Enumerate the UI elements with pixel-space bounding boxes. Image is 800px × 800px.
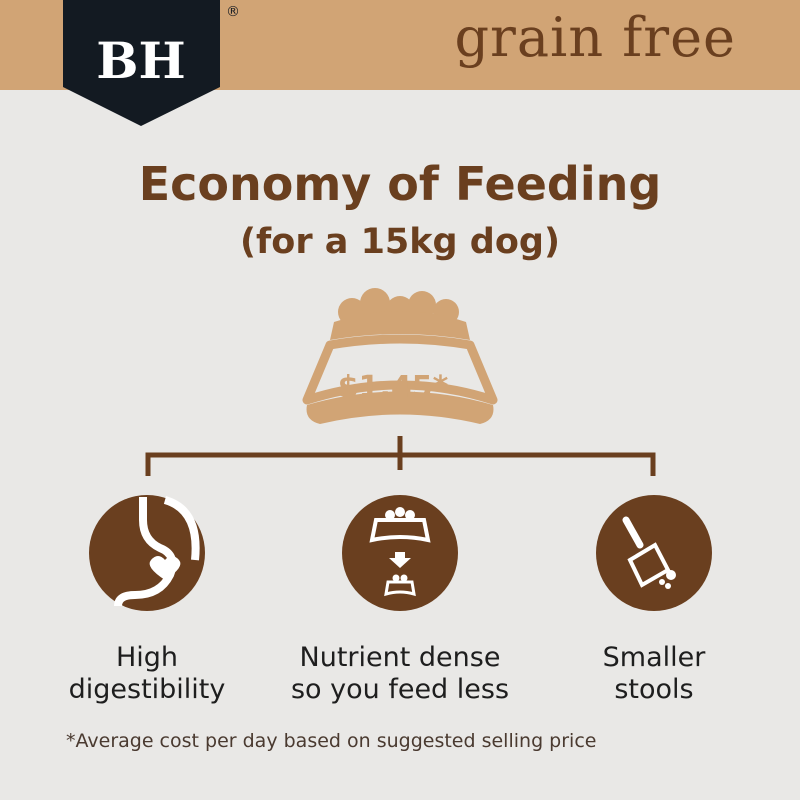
scooper-icon: [596, 495, 712, 611]
benefit-digestibility: High digestibility: [17, 642, 277, 706]
bh-logo: BH: [63, 0, 220, 126]
benefit-line-2: digestibility: [68, 674, 226, 705]
page-subtitle: (for a 15kg dog): [240, 222, 560, 262]
benefit-smaller-stools: Smaller stools: [524, 642, 784, 706]
benefit-line-1: Smaller: [602, 642, 706, 673]
page-title: Economy of Feeding: [138, 157, 662, 211]
benefit-line-2: so you feed less: [290, 674, 510, 705]
tagline: grain free: [454, 6, 736, 69]
connector-lines: [145, 436, 656, 476]
footnote: *Average cost per day based on suggested…: [66, 730, 597, 752]
benefit-line-1: High: [115, 642, 179, 673]
benefit-line-2: stools: [614, 674, 694, 705]
logo-text: BH: [96, 31, 186, 90]
registered-mark: ®: [226, 4, 240, 20]
benefit-line-1: Nutrient dense: [299, 642, 501, 673]
stomach-heart-icon: [89, 495, 205, 611]
benefit-nutrient-dense: Nutrient dense so you feed less: [270, 642, 530, 706]
bowl-reduce-icon: [342, 495, 458, 611]
food-bowl-icon: $1.45*: [302, 288, 498, 424]
price-value: $1.45*: [338, 370, 449, 405]
